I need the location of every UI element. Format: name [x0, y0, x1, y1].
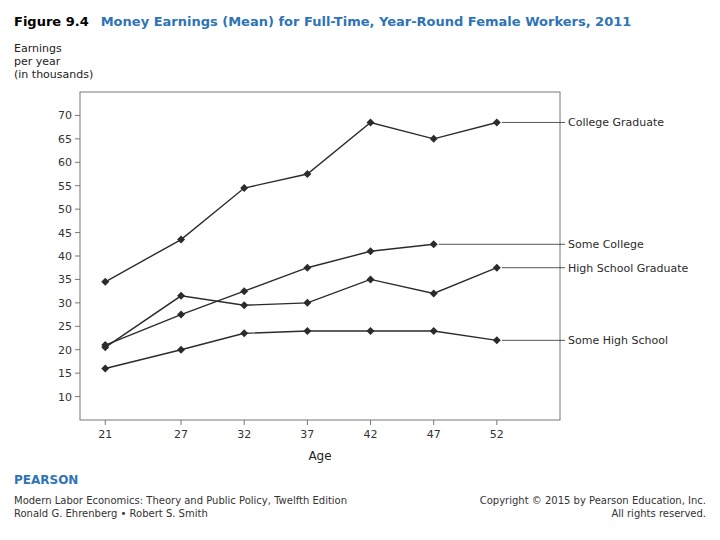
- data-point: [177, 311, 185, 319]
- data-point: [240, 287, 248, 295]
- footer-right-line: Copyright © 2015 by Pearson Education, I…: [480, 495, 706, 506]
- leader-line: [502, 267, 565, 268]
- y-tick-label: 35: [58, 273, 72, 286]
- x-tick: [244, 420, 245, 425]
- y-tick: [75, 209, 80, 210]
- data-point: [430, 135, 438, 143]
- x-tick-label: 52: [490, 428, 504, 441]
- data-point: [177, 346, 185, 354]
- y-tick-label: 45: [58, 227, 72, 240]
- x-axis-label: Age: [308, 449, 331, 463]
- chart: Figure 9.4 Money Earnings (Mean) for Full…: [0, 0, 720, 540]
- x-tick: [105, 420, 106, 425]
- y-tick-label: 10: [58, 391, 72, 404]
- leader-line: [439, 244, 565, 245]
- y-axis-label: per year: [14, 55, 61, 68]
- y-tick: [75, 396, 80, 397]
- y-tick-label: 15: [58, 367, 72, 380]
- data-point: [177, 236, 185, 244]
- plot-frame: [80, 92, 560, 420]
- data-point: [367, 275, 375, 283]
- data-point: [240, 184, 248, 192]
- y-tick-label: 50: [58, 203, 72, 216]
- data-point: [493, 264, 501, 272]
- data-point: [430, 240, 438, 248]
- series-label: College Graduate: [568, 116, 664, 129]
- y-tick-label: 40: [58, 250, 72, 263]
- x-tick: [496, 420, 497, 425]
- series-label: Some High School: [568, 334, 668, 347]
- data-point: [240, 301, 248, 309]
- data-point: [177, 292, 185, 300]
- footer-right-line: All rights reserved.: [611, 508, 706, 519]
- title: Figure 9.4: [14, 14, 89, 29]
- data-point: [240, 329, 248, 337]
- y-tick: [75, 279, 80, 280]
- data-point: [430, 327, 438, 335]
- x-tick-label: 32: [237, 428, 251, 441]
- data-point: [101, 278, 109, 286]
- y-tick: [75, 162, 80, 163]
- y-tick-label: 20: [58, 344, 72, 357]
- plot-area: [101, 118, 501, 372]
- series-label: High School Graduate: [568, 262, 689, 275]
- x-tick-label: 27: [174, 428, 188, 441]
- series-line: [105, 122, 497, 281]
- footer-left-line: Modern Labor Economics: Theory and Publi…: [14, 495, 347, 506]
- footer-left: Modern Labor Economics: Theory and Publi…: [14, 495, 347, 519]
- series-line: [105, 244, 433, 345]
- y-tick-label: 55: [58, 180, 72, 193]
- y-tick-label: 70: [58, 109, 72, 122]
- subtitle: Money Earnings (Mean) for Full-Time, Yea…: [101, 14, 632, 29]
- leader-line: [502, 122, 565, 123]
- logo-text-line: PEARSON: [14, 473, 78, 487]
- x-tick: [433, 420, 434, 425]
- logo-text: PEARSON: [14, 473, 78, 487]
- x-tick: [307, 420, 308, 425]
- y-axis-label: Earnings: [14, 42, 62, 55]
- data-point: [101, 343, 109, 351]
- y-tick: [75, 256, 80, 257]
- y-tick-label: 30: [58, 297, 72, 310]
- data-point: [303, 170, 311, 178]
- x-tick-label: 37: [300, 428, 314, 441]
- x-tick-label: 21: [98, 428, 112, 441]
- data-point: [367, 118, 375, 126]
- data-point: [367, 327, 375, 335]
- footer-left-line: Ronald G. Ehrenberg • Robert S. Smith: [14, 508, 208, 519]
- y-tick: [75, 326, 80, 327]
- data-point: [493, 336, 501, 344]
- y-tick: [75, 185, 80, 186]
- y-tick: [75, 373, 80, 374]
- data-point: [303, 299, 311, 307]
- y-axis-label: (in thousands): [14, 68, 93, 81]
- y-tick: [75, 349, 80, 350]
- x-tick: [181, 420, 182, 425]
- x-tick-label: 47: [427, 428, 441, 441]
- series-labels: College Graduate Some College High School …: [439, 116, 689, 347]
- x-tick: [370, 420, 371, 425]
- y-tick: [75, 115, 80, 116]
- leader-line: [502, 340, 565, 341]
- footer-right: Copyright © 2015 by Pearson Education, I…: [480, 495, 706, 519]
- data-point: [101, 364, 109, 372]
- series-label: Some College: [568, 238, 644, 251]
- data-point: [430, 289, 438, 297]
- y-tick: [75, 138, 80, 139]
- x-tick-label: 42: [364, 428, 378, 441]
- y-tick-label: 60: [58, 156, 72, 169]
- data-point: [493, 118, 501, 126]
- data-point: [303, 264, 311, 272]
- series-line: [105, 268, 497, 348]
- data-point: [367, 247, 375, 255]
- y-tick: [75, 302, 80, 303]
- series-line: [105, 331, 497, 368]
- y-tick: [75, 232, 80, 233]
- y-tick-label: 65: [58, 133, 72, 146]
- y-tick-label: 25: [58, 320, 72, 333]
- data-point: [303, 327, 311, 335]
